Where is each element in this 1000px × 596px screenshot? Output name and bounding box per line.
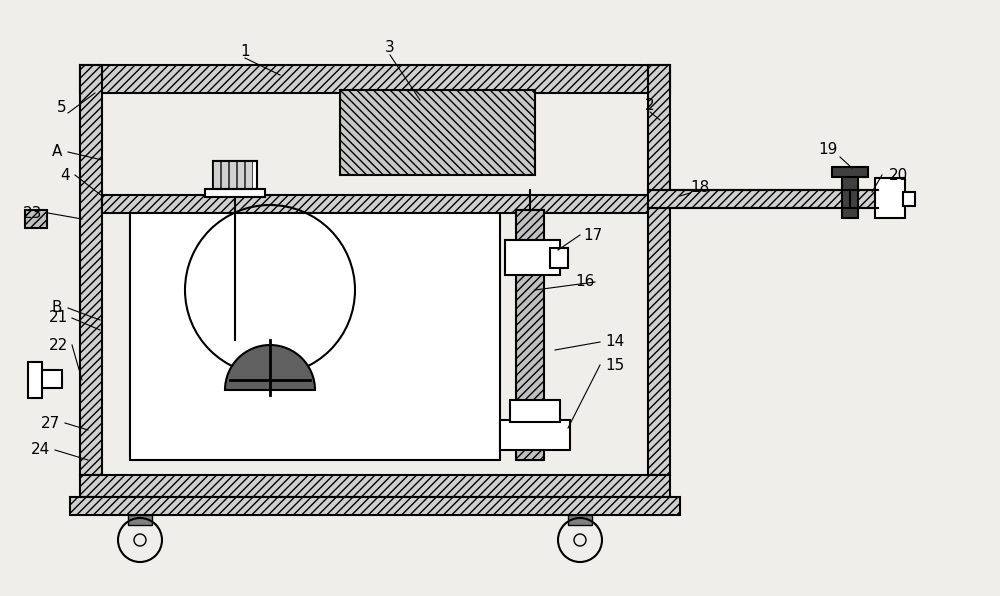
- Text: 18: 18: [690, 181, 710, 195]
- Bar: [510, 400, 560, 422]
- Text: 27: 27: [40, 415, 60, 430]
- Text: B: B: [52, 300, 62, 315]
- Bar: [648, 65, 670, 475]
- Bar: [80, 65, 670, 93]
- Bar: [221, 161, 228, 189]
- Text: 19: 19: [818, 142, 838, 157]
- Bar: [28, 362, 42, 398]
- Bar: [205, 189, 265, 197]
- Bar: [842, 172, 858, 218]
- Text: 1: 1: [240, 45, 250, 60]
- Text: 5: 5: [57, 101, 67, 116]
- Bar: [340, 90, 535, 175]
- Text: A: A: [52, 144, 62, 160]
- Bar: [102, 195, 648, 213]
- Bar: [648, 190, 878, 208]
- Text: 24: 24: [30, 442, 50, 458]
- Bar: [213, 161, 257, 189]
- Text: 2: 2: [645, 98, 655, 113]
- Bar: [213, 161, 220, 189]
- Bar: [518, 210, 542, 460]
- Text: 22: 22: [48, 337, 68, 352]
- Bar: [245, 161, 252, 189]
- Bar: [237, 161, 244, 189]
- Text: 20: 20: [888, 167, 908, 182]
- Text: 3: 3: [385, 41, 395, 55]
- Bar: [875, 178, 905, 218]
- Bar: [832, 167, 868, 177]
- Bar: [903, 192, 915, 206]
- Bar: [516, 210, 544, 460]
- Bar: [128, 515, 152, 525]
- Text: 16: 16: [575, 275, 595, 290]
- Wedge shape: [225, 345, 315, 390]
- Bar: [80, 65, 102, 475]
- Bar: [25, 210, 47, 228]
- Bar: [505, 240, 560, 275]
- Bar: [70, 497, 680, 515]
- Text: 23: 23: [23, 206, 43, 221]
- Text: 17: 17: [583, 228, 603, 243]
- Text: 15: 15: [605, 358, 625, 372]
- Bar: [130, 210, 500, 460]
- Bar: [40, 370, 62, 388]
- Bar: [568, 515, 592, 525]
- Text: 14: 14: [605, 334, 625, 349]
- Text: 21: 21: [48, 311, 68, 325]
- Bar: [80, 475, 670, 497]
- Bar: [229, 161, 236, 189]
- Bar: [500, 420, 570, 450]
- Bar: [550, 248, 568, 268]
- Text: 4: 4: [60, 167, 70, 182]
